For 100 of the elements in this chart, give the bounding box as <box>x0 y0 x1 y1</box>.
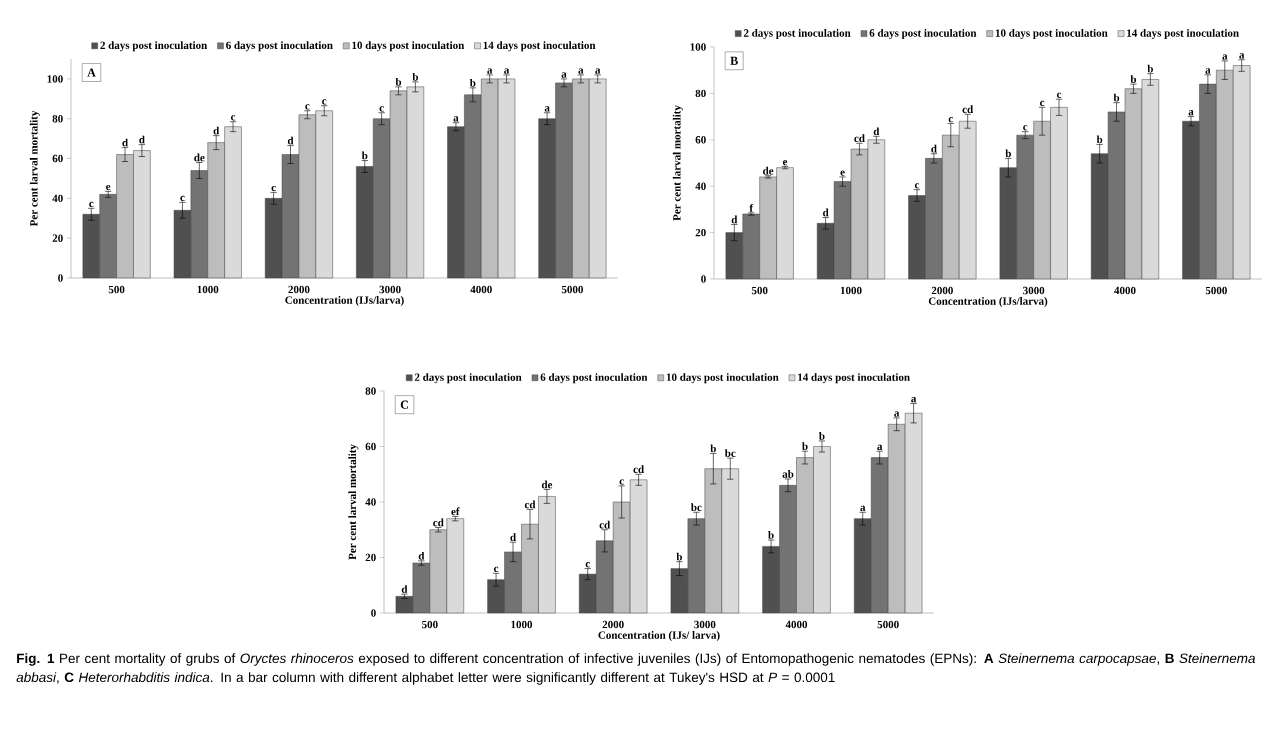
data-label: cd <box>962 105 974 114</box>
data-label: de <box>541 480 553 489</box>
data-label: b <box>1130 75 1137 83</box>
text: A <box>87 68 96 77</box>
legend-label: 14 days post inoculation <box>483 41 596 52</box>
legend-label: 2 days post inoculation <box>743 29 851 40</box>
y-tick-label: 0 <box>701 275 706 283</box>
data-label: c <box>180 195 185 202</box>
data-label: c <box>1040 100 1045 107</box>
x-tick-label: 3000 <box>694 620 716 629</box>
data-label: a <box>1222 54 1228 60</box>
y-tick-label: 80 <box>365 387 376 395</box>
y-tick-label: 60 <box>695 136 706 144</box>
data-label: c <box>230 115 236 121</box>
data-label: a <box>1205 68 1211 74</box>
data-label: b <box>1147 64 1153 73</box>
data-label: c <box>322 99 327 105</box>
x-tick-label: 500 <box>751 286 768 295</box>
data-label: b <box>1113 93 1120 102</box>
data-label: de <box>763 166 774 175</box>
y-tick-label: 20 <box>365 553 376 562</box>
data-label: f <box>749 203 754 212</box>
data-label: c <box>89 201 94 208</box>
x-tick-label: 1000 <box>511 620 533 629</box>
y-tick-label: 80 <box>52 115 63 123</box>
data-label: c <box>271 185 276 192</box>
x-tick-label: 5000 <box>561 285 583 294</box>
data-label: e <box>106 184 111 191</box>
data-label: b <box>819 432 825 440</box>
data-label: b <box>768 531 774 539</box>
data-label: a <box>860 505 866 512</box>
y-tick-label: 0 <box>371 609 376 617</box>
data-label: cd <box>599 520 611 529</box>
y-tick-label: 40 <box>365 498 376 506</box>
legend-label: 6 days post inoculation <box>540 373 648 384</box>
data-label: d <box>510 533 516 542</box>
data-label: cd <box>633 465 644 474</box>
data-label: cd <box>433 518 444 527</box>
legend-label: 10 days post inoculation <box>995 29 1108 40</box>
x-axis-title: Concentration (IJs/larva) <box>928 297 1048 308</box>
x-tick-label: 2000 <box>602 620 624 629</box>
data-label: d <box>731 215 738 224</box>
legend-label: 2 days post inoculation <box>100 41 208 52</box>
data-label: e <box>782 159 788 166</box>
x-tick-label: 2000 <box>931 286 953 295</box>
legend-label: 10 days post inoculation <box>666 373 779 384</box>
data-label: bc <box>691 503 702 512</box>
data-label: c <box>948 117 953 123</box>
legend-label: 14 days post inoculation <box>1127 29 1239 40</box>
data-label: a <box>487 68 493 74</box>
y-tick-label: 60 <box>52 154 63 163</box>
data-label: d <box>418 551 425 560</box>
data-label: a <box>544 106 550 112</box>
data-label: b <box>710 444 716 453</box>
data-label: d <box>873 127 880 136</box>
data-label: b <box>1096 135 1103 144</box>
data-label: c <box>305 104 310 110</box>
data-label: de <box>194 153 205 162</box>
x-axis-title: Concentration (IJs/larva) <box>285 296 404 307</box>
data-label: cd <box>524 500 536 509</box>
data-label: d <box>931 144 937 153</box>
x-tick-label: 500 <box>108 285 125 294</box>
legend-label: 6 days post inoculation <box>226 41 333 52</box>
data-label: a <box>595 68 601 74</box>
data-label: c <box>494 566 499 573</box>
legend-label: 14 days post inoculation <box>798 373 910 384</box>
data-label: d <box>213 126 220 135</box>
data-label: a <box>578 68 584 74</box>
y-tick-label: 40 <box>52 194 63 203</box>
data-label: c <box>914 183 920 189</box>
y-tick-label: 20 <box>52 234 63 242</box>
x-tick-label: 1000 <box>197 285 219 294</box>
data-label: a <box>1239 53 1245 59</box>
data-label: c <box>1056 92 1062 98</box>
data-label: d <box>139 135 145 144</box>
data-label: ab <box>782 470 794 478</box>
x-tick-label: 4000 <box>470 285 492 294</box>
x-axis-title: Concentration (IJs/ larva) <box>598 631 720 642</box>
legend-label: 2 days post inoculation <box>414 373 522 384</box>
data-label: cd <box>854 134 865 143</box>
data-label: b <box>1005 149 1011 158</box>
data-label: d <box>122 138 128 147</box>
data-label: c <box>585 562 590 568</box>
data-label: d <box>401 585 408 593</box>
x-tick-label: 3000 <box>379 285 401 294</box>
x-tick-label: 5000 <box>1205 286 1227 295</box>
data-label: b <box>361 151 368 160</box>
data-label: b <box>412 72 418 81</box>
y-axis-title: Per cent larval mortality <box>348 444 359 560</box>
y-tick-label: 0 <box>58 274 63 282</box>
x-tick-label: 4000 <box>1114 286 1136 295</box>
data-label: b <box>469 78 476 87</box>
text: B <box>730 56 738 65</box>
x-tick-label: 500 <box>422 620 438 629</box>
y-tick-label: 80 <box>695 89 706 98</box>
data-label: a <box>1188 110 1194 116</box>
data-label: a <box>561 72 567 78</box>
y-axis-title: Per cent larval mortality <box>29 110 40 227</box>
data-label: a <box>911 397 917 403</box>
y-tick-label: 100 <box>47 75 63 83</box>
